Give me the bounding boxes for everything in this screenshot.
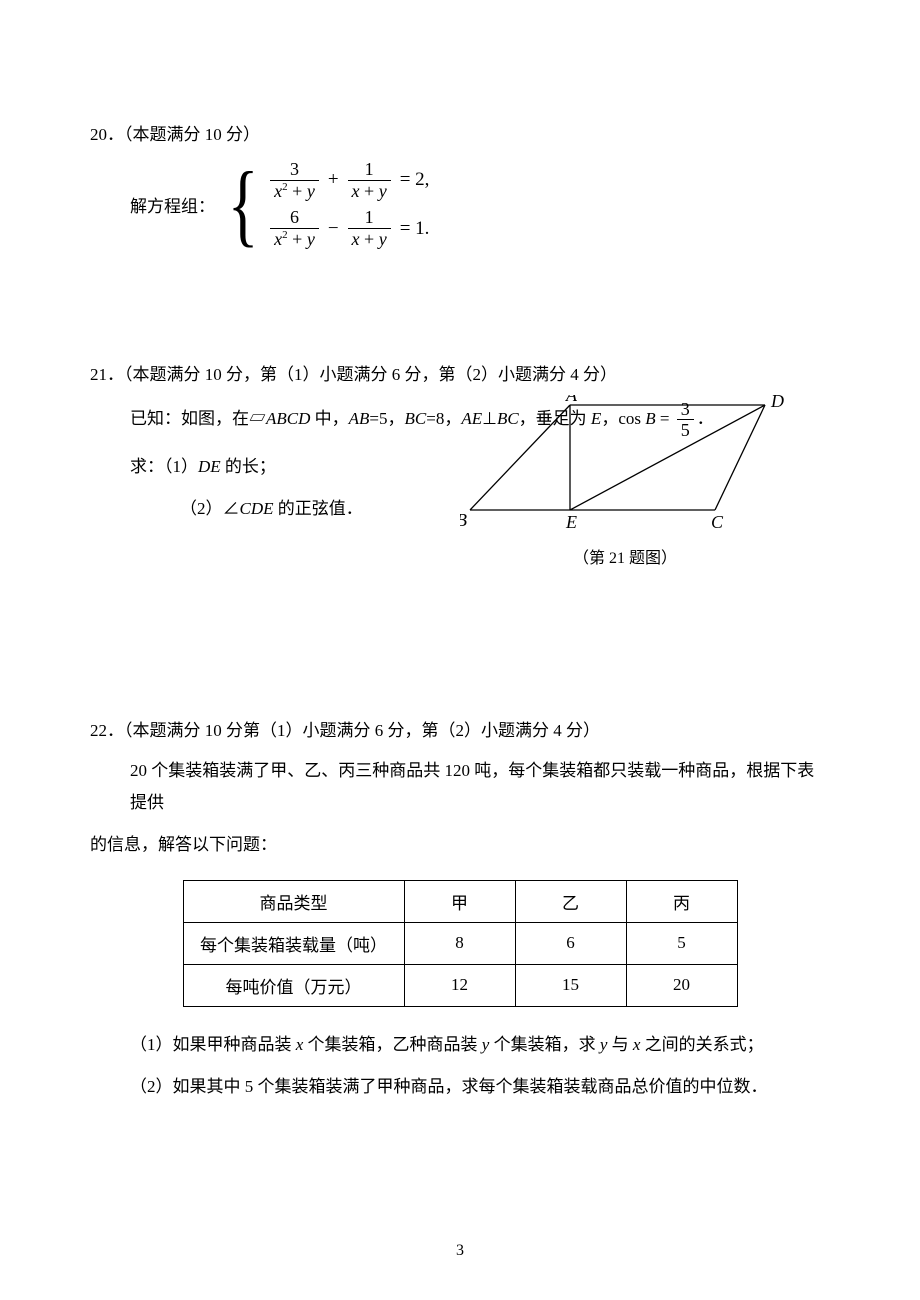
- text: 已知：如图，在: [130, 409, 249, 428]
- numerator: 6: [286, 207, 303, 228]
- q20-eq2-frac1: 6 x2 + y: [270, 207, 319, 249]
- text: 求：（1）: [130, 457, 198, 476]
- table-row: 每个集装箱装载量（吨） 8 6 5: [183, 922, 737, 964]
- plus-op: +: [328, 169, 339, 191]
- seg-bc: BC: [405, 409, 427, 428]
- var-x: x: [352, 181, 360, 201]
- cell: 6: [515, 922, 626, 964]
- text: 之间的关系式；: [640, 1035, 763, 1054]
- brace-icon: {: [228, 168, 259, 242]
- numerator: 1: [361, 159, 378, 180]
- text: （2）∠: [180, 499, 240, 518]
- q20-header: 20．（本题满分 10 分）: [90, 120, 830, 145]
- denominator: x2 + y: [270, 228, 319, 250]
- table-row: 商品类型 甲 乙 丙: [183, 880, 737, 922]
- seg-de: DE: [198, 457, 221, 476]
- numerator: 3: [286, 159, 303, 180]
- q20-eq1: 3 x2 + y + 1 x + y = 2,: [267, 159, 435, 201]
- parallelogram-icon: ▱: [249, 409, 266, 428]
- svg-text:C: C: [711, 512, 724, 532]
- angle-cde: CDE: [240, 499, 274, 518]
- th-jia: 甲: [404, 880, 515, 922]
- q20-eq1-frac2: 1 x + y: [348, 159, 391, 201]
- rhs: = 1.: [400, 218, 430, 240]
- exam-page: 20．（本题满分 10 分） 解方程组： { 3 x2 + y + 1 x + …: [0, 0, 920, 1300]
- page-number: 3: [0, 1242, 920, 1260]
- th-label: 商品类型: [183, 880, 404, 922]
- q22-header: 22．（本题满分 10 分第（1）小题满分 6 分，第（2）小题满分 4 分）: [90, 716, 830, 741]
- var-y: y: [379, 229, 387, 249]
- denominator: x + y: [348, 180, 391, 202]
- cell: 8: [404, 922, 515, 964]
- numerator: 1: [361, 207, 378, 228]
- svg-text:E: E: [565, 512, 577, 532]
- table-row: 每吨价值（万元） 12 15 20: [183, 964, 737, 1006]
- text: （1）如果甲种商品装: [130, 1035, 296, 1054]
- text: 中，: [310, 409, 348, 428]
- val: =8，: [426, 409, 461, 428]
- var-x: x: [352, 229, 360, 249]
- th-bing: 丙: [626, 880, 737, 922]
- q20-eq2: 6 x2 + y − 1 x + y = 1.: [267, 207, 435, 249]
- q22-table: 商品类型 甲 乙 丙 每个集装箱装载量（吨） 8 6 5 每吨价值（万元） 12…: [183, 880, 738, 1007]
- parallelogram-diagram: A B E C D: [460, 395, 790, 535]
- svg-text:D: D: [770, 395, 784, 411]
- text: 的正弦值．: [274, 499, 363, 518]
- val: =5，: [369, 409, 404, 428]
- var-x: x: [274, 229, 282, 249]
- q20-equation-column: 3 x2 + y + 1 x + y = 2, 6 x2 + y − 1 x: [267, 159, 435, 250]
- figure-caption: （第 21 题图）: [460, 544, 790, 568]
- var-x: x: [274, 181, 282, 201]
- cell: 5: [626, 922, 737, 964]
- var-y: y: [307, 181, 315, 201]
- q20-eq1-frac1: 3 x2 + y: [270, 159, 319, 201]
- var-y: y: [379, 181, 387, 201]
- text: 个集装箱，求: [489, 1035, 600, 1054]
- seg-ab: AB: [349, 409, 370, 428]
- q22-intro-line2: 的信息，解答以下问题：: [90, 829, 830, 861]
- q21-block: 21．（本题满分 10 分，第（1）小题满分 6 分，第（2）小题满分 4 分）…: [90, 360, 830, 526]
- row-label: 每吨价值（万元）: [183, 964, 404, 1006]
- cell: 15: [515, 964, 626, 1006]
- denominator: x + y: [348, 228, 391, 250]
- q20-lead: 解方程组：: [130, 192, 215, 217]
- shape-name: ABCD: [266, 409, 310, 428]
- q21-header: 21．（本题满分 10 分，第（1）小题满分 6 分，第（2）小题满分 4 分）: [90, 360, 830, 385]
- q22-part2: （2）如果其中 5 个集装箱装满了甲种商品，求每个集装箱装载商品总价值的中位数．: [130, 1071, 830, 1103]
- cell: 20: [626, 964, 737, 1006]
- text: 与: [607, 1035, 633, 1054]
- minus-op: −: [328, 218, 339, 240]
- row-label: 每个集装箱装载量（吨）: [183, 922, 404, 964]
- rhs: = 2,: [400, 169, 430, 191]
- text: 的长；: [221, 457, 276, 476]
- th-yi: 乙: [515, 880, 626, 922]
- q20-eq2-frac2: 1 x + y: [348, 207, 391, 249]
- q22-part1: （1）如果甲种商品装 x 个集装箱，乙种商品装 y 个集装箱，求 y 与 x 之…: [130, 1029, 830, 1061]
- var-y: y: [307, 229, 315, 249]
- svg-text:B: B: [460, 510, 467, 530]
- denominator: x2 + y: [270, 180, 319, 202]
- text: 个集装箱，乙种商品装: [303, 1035, 482, 1054]
- q20-equation-block: 解方程组： { 3 x2 + y + 1 x + y = 2, 6 x2 + y: [130, 159, 830, 250]
- q21-figure: A B E C D （第 21 题图）: [460, 395, 790, 568]
- q22-intro-line1: 20 个集装箱装满了甲、乙、丙三种商品共 120 吨，每个集装箱都只装载一种商品…: [130, 755, 830, 820]
- q22-block: 22．（本题满分 10 分第（1）小题满分 6 分，第（2）小题满分 4 分） …: [90, 716, 830, 1103]
- svg-text:A: A: [565, 395, 578, 405]
- cell: 12: [404, 964, 515, 1006]
